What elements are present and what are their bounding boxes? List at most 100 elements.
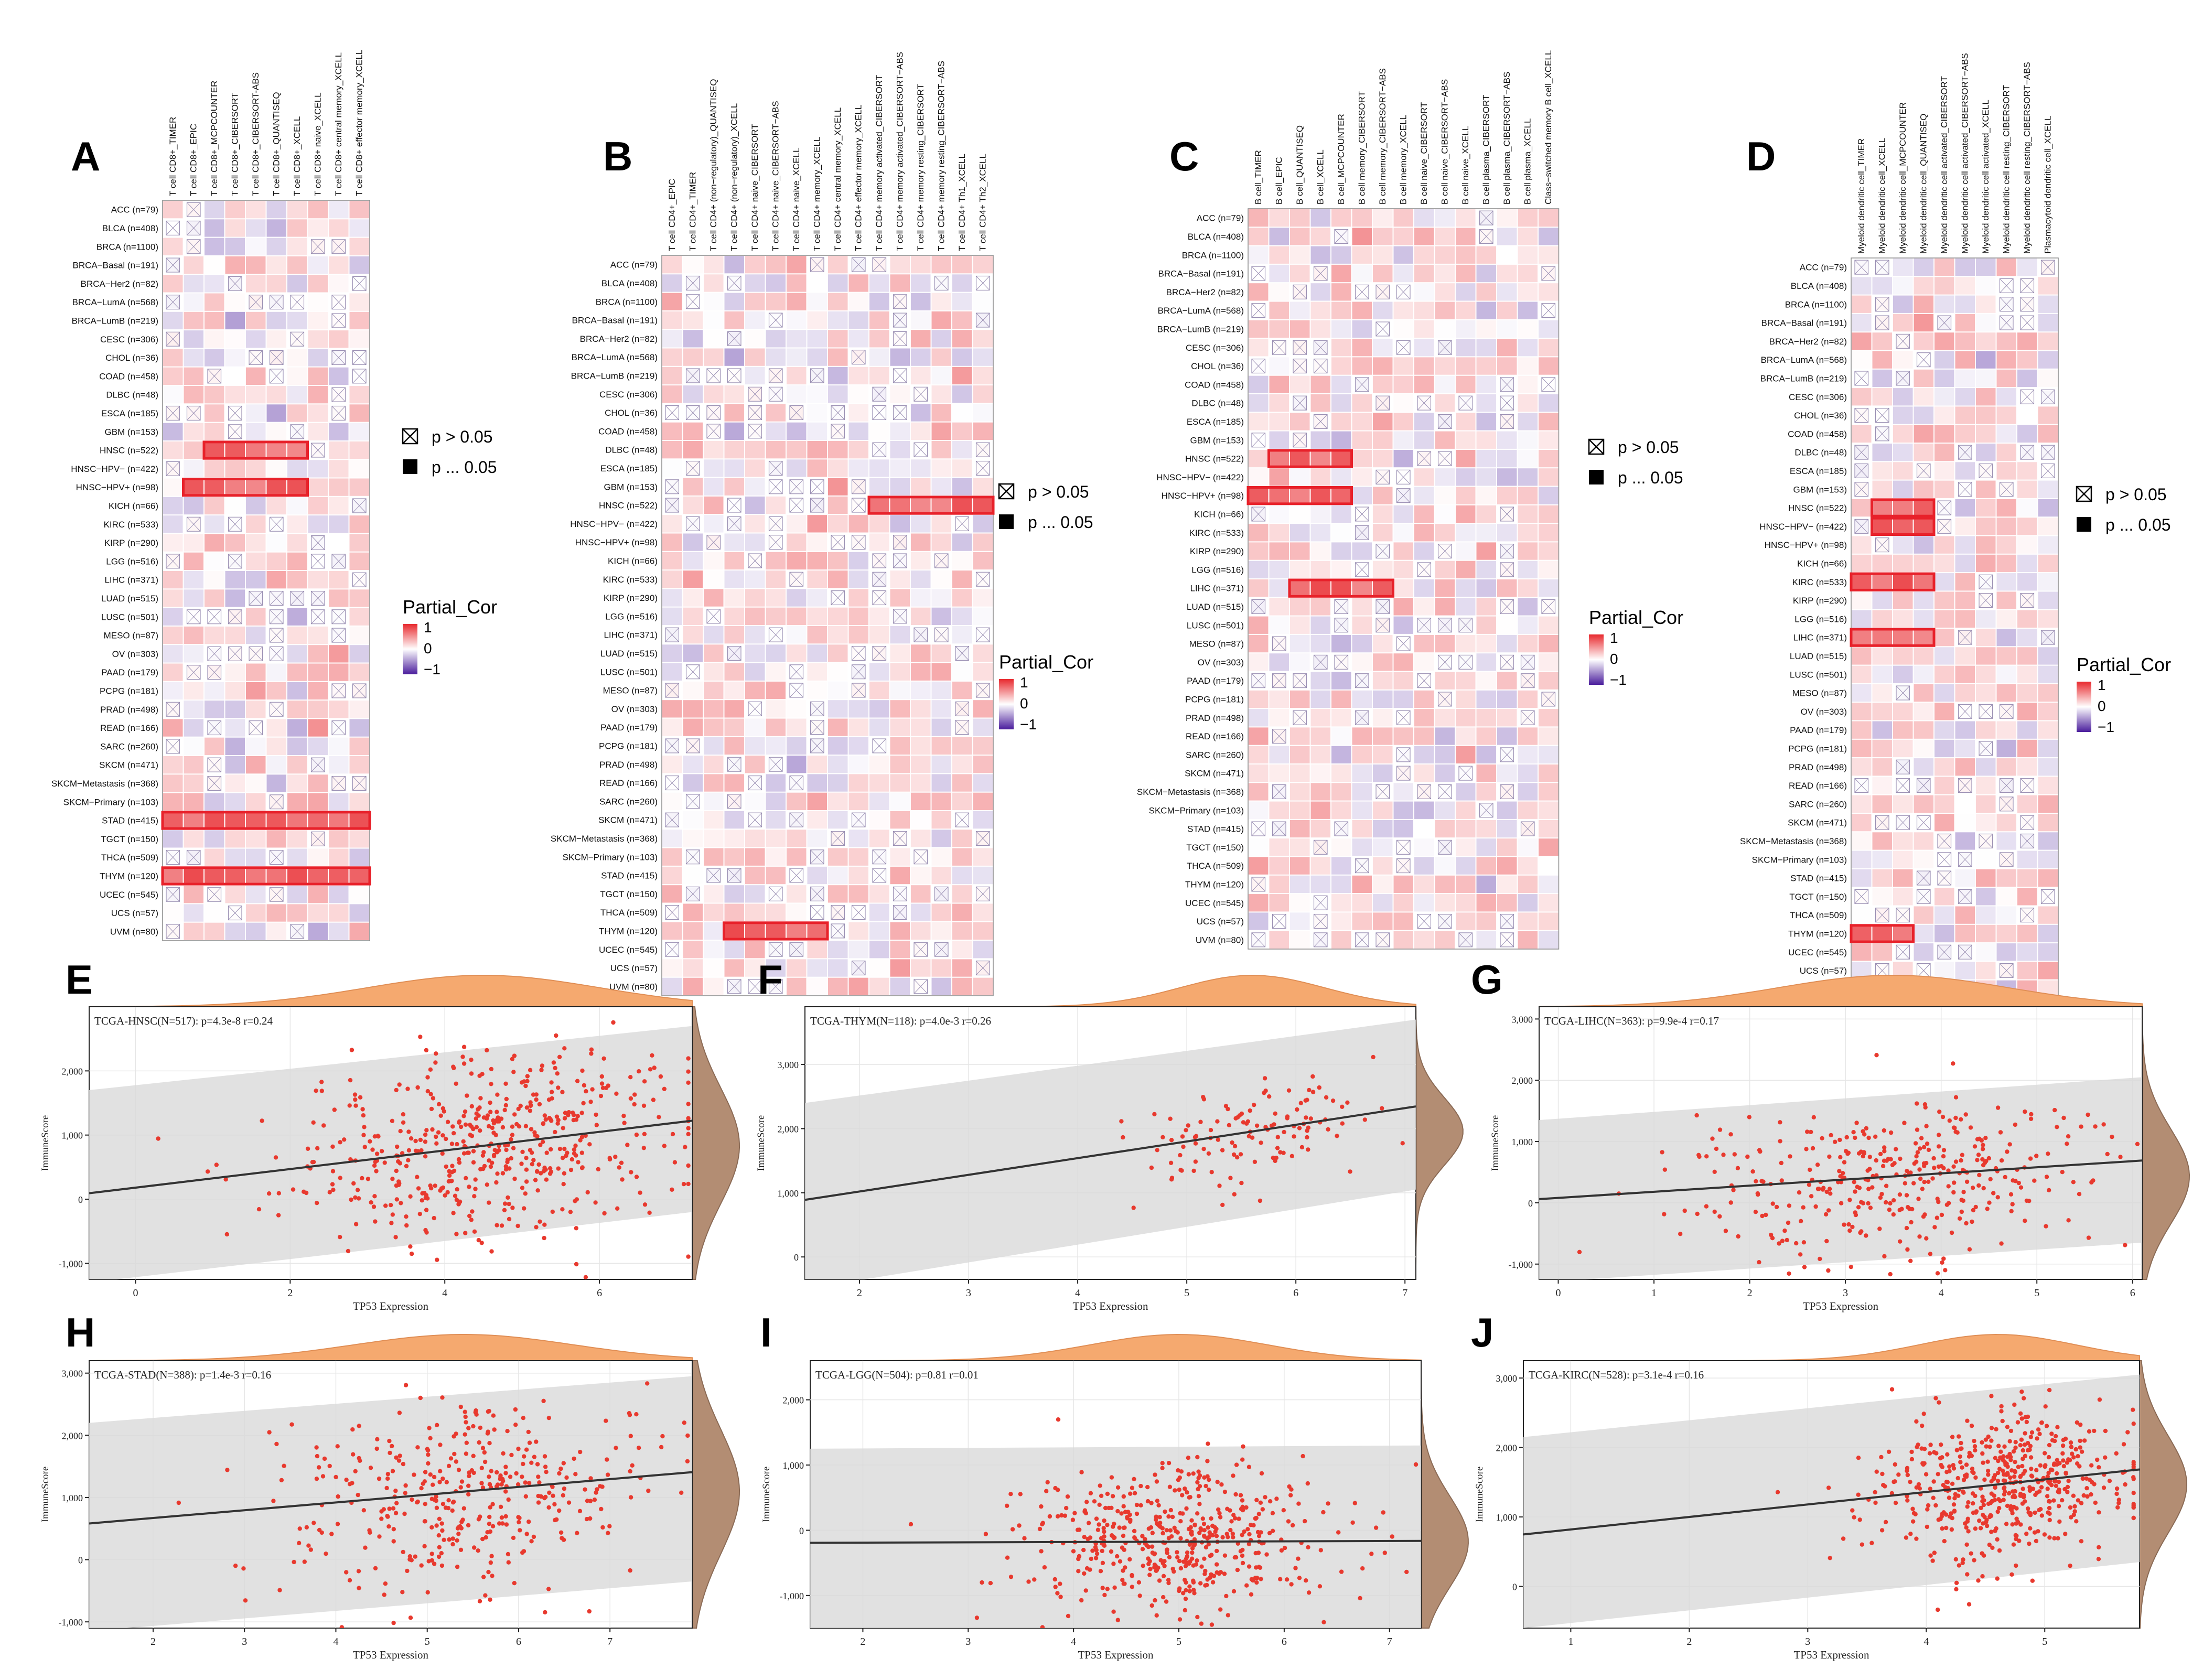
- scatter-point: [1082, 1571, 1086, 1576]
- scatter-point: [1168, 1485, 1172, 1489]
- cell: [828, 367, 848, 384]
- cell: [704, 497, 724, 514]
- cell: [1352, 487, 1372, 504]
- scatter-point: [1918, 1177, 1922, 1181]
- scatter-point: [511, 1536, 515, 1540]
- cell: [267, 830, 287, 847]
- scatter-point: [1207, 1478, 1211, 1482]
- scatter-point: [1234, 1462, 1239, 1467]
- cell: [1435, 432, 1455, 449]
- scatter-point: [379, 1516, 383, 1521]
- cell: [787, 756, 807, 773]
- scatter-point: [1084, 1500, 1089, 1504]
- cell: [184, 497, 204, 514]
- cell: [1935, 332, 1954, 350]
- scatter-point: [357, 1586, 361, 1590]
- cell: [287, 645, 307, 662]
- cell: [1539, 413, 1559, 430]
- cell: [662, 441, 682, 458]
- scatter-point: [363, 1145, 367, 1149]
- scatter-point: [1089, 1491, 1093, 1495]
- cell: [308, 719, 328, 736]
- cell: [308, 849, 328, 866]
- scatter-point: [619, 1161, 624, 1165]
- cell: [2017, 795, 2037, 813]
- scatter-point: [260, 1118, 264, 1123]
- cell: [329, 589, 349, 607]
- cell: [1394, 783, 1414, 800]
- scatter-point: [682, 1420, 686, 1425]
- scatter-point: [368, 1531, 372, 1535]
- scatter-point: [472, 1194, 476, 1198]
- cell: [683, 441, 703, 458]
- cell: [184, 793, 204, 811]
- cell: [1997, 888, 2017, 905]
- scatter-point: [464, 1420, 468, 1424]
- scatter-point: [1259, 1577, 1263, 1581]
- scatter-point: [459, 1485, 463, 1489]
- cell: [952, 423, 972, 440]
- scatter-point: [386, 1472, 390, 1476]
- cell: [1456, 894, 1476, 911]
- cell: [1997, 591, 2017, 609]
- scatter-point: [637, 1446, 641, 1450]
- cell: [329, 571, 349, 588]
- cell: [1539, 838, 1559, 856]
- cell: [1852, 814, 1872, 831]
- cell: [329, 849, 349, 866]
- cell: [308, 904, 328, 921]
- cell: [1955, 610, 1975, 628]
- scatter-point: [1125, 1515, 1129, 1519]
- y-tick-label: -1,000: [1509, 1259, 1533, 1270]
- cell: [725, 663, 745, 681]
- cell: [1311, 783, 1331, 800]
- cell: [828, 811, 848, 828]
- scatter-point: [395, 1197, 399, 1201]
- scatter-point: [1818, 1257, 1822, 1261]
- row-label: STAD (n=415): [1187, 824, 1244, 834]
- cell: [1976, 795, 1996, 813]
- scatter-point: [1859, 1229, 1863, 1233]
- cell: [1352, 820, 1372, 837]
- scatter-point: [1093, 1545, 1098, 1549]
- row-label: TGCT (n=150): [600, 889, 658, 899]
- scatter-point: [297, 1541, 301, 1545]
- cell: [1331, 635, 1351, 652]
- cell: [869, 774, 889, 791]
- cell: [745, 793, 765, 810]
- cell: [1955, 314, 1975, 331]
- cell: [350, 515, 370, 533]
- scatter-point: [478, 1426, 482, 1430]
- cell: [1997, 518, 2017, 535]
- scatter-point: [1864, 1233, 1868, 1237]
- scatter-point: [437, 1102, 441, 1106]
- scatter-point: [1846, 1222, 1851, 1226]
- scatter-point: [1195, 1615, 1199, 1619]
- cell: [329, 738, 349, 755]
- y-axis-label: ImmuneScore: [761, 1467, 772, 1523]
- cell: [1935, 370, 1954, 387]
- cell: [1873, 703, 1893, 720]
- cell: [184, 349, 204, 366]
- scatter-point: [1235, 1115, 1240, 1119]
- row-label: BRCA (n=1100): [1785, 299, 1847, 309]
- scatter-point: [562, 1538, 566, 1542]
- scatter-point: [2060, 1170, 2065, 1174]
- cell: [869, 959, 889, 976]
- cell: [205, 275, 224, 292]
- cell: [890, 700, 910, 717]
- cell: [828, 700, 848, 717]
- cell: [1477, 394, 1497, 412]
- cell: [1394, 617, 1414, 634]
- cell: [246, 386, 266, 403]
- cell: [1935, 629, 1954, 646]
- cell: [2017, 703, 2037, 720]
- cell: [1249, 246, 1269, 264]
- cell: [1290, 468, 1310, 486]
- scatter-point: [1247, 1465, 1251, 1469]
- scatter-point: [2114, 1451, 2119, 1456]
- scatter-point: [2023, 1110, 2027, 1114]
- cell: [766, 663, 786, 681]
- x-tick-label: 0: [133, 1287, 138, 1299]
- cell: [869, 515, 889, 532]
